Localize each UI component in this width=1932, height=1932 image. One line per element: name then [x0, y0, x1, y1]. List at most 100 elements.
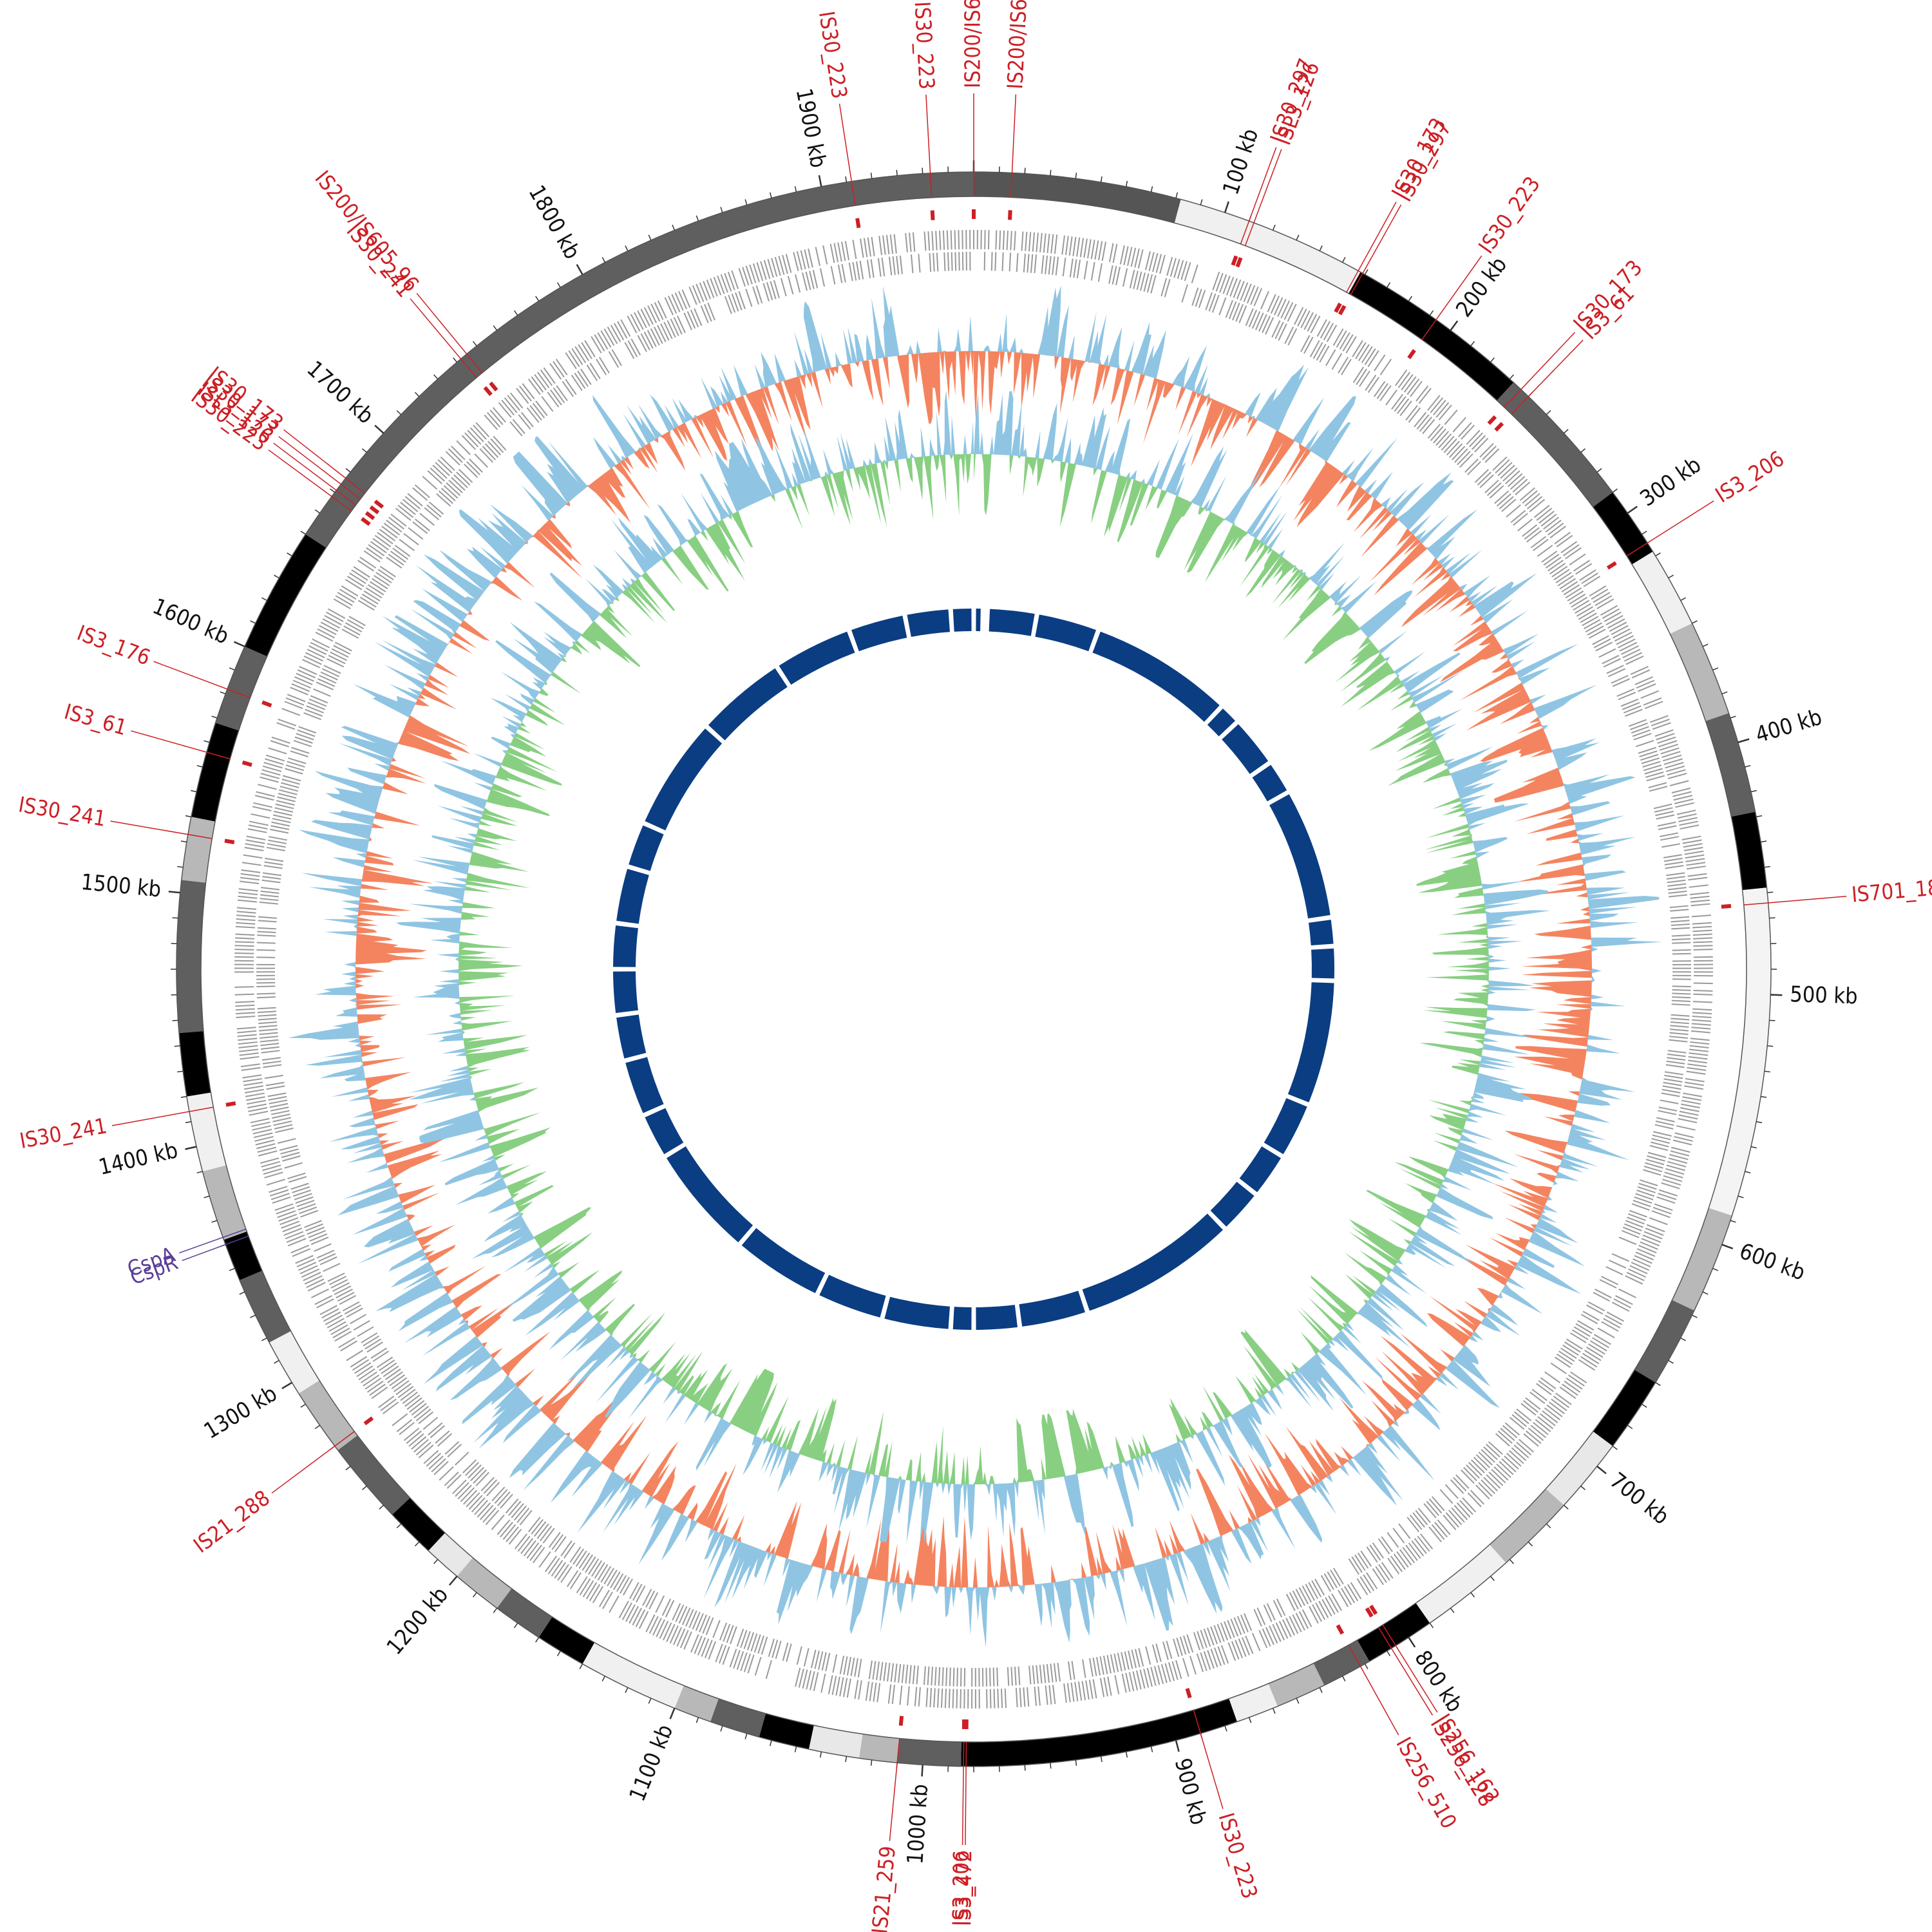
blast-block	[884, 1296, 950, 1329]
cds-forward	[1629, 1265, 1648, 1274]
cds-forward	[243, 1077, 263, 1083]
cds-reverse	[1649, 786, 1668, 792]
minor-tick	[1764, 1070, 1770, 1073]
cds-forward	[1374, 354, 1386, 372]
cds-forward	[1595, 595, 1613, 607]
cds-forward	[1366, 1572, 1378, 1589]
cds-reverse	[436, 493, 451, 507]
cds-forward	[1269, 1625, 1278, 1644]
cds-forward	[566, 1570, 579, 1587]
cds-reverse	[1530, 1391, 1546, 1405]
cds-reverse	[802, 272, 808, 291]
cds-forward	[815, 247, 820, 267]
cds-forward	[337, 592, 355, 603]
cds-forward	[369, 1383, 386, 1396]
cds-reverse	[672, 1603, 681, 1621]
cds-reverse	[1160, 278, 1168, 297]
cds-reverse	[1566, 1338, 1583, 1350]
is-element-marker	[224, 838, 235, 844]
cds-reverse	[329, 1276, 346, 1285]
blast-block	[741, 1227, 826, 1293]
cds-reverse	[1193, 1632, 1200, 1651]
cds-forward	[234, 945, 254, 947]
cds-reverse	[1090, 261, 1095, 281]
cds-reverse	[257, 1007, 276, 1010]
cds-reverse	[270, 828, 289, 834]
cds-reverse	[270, 1106, 289, 1112]
is-element-label-leader	[1350, 204, 1402, 295]
minor-tick	[1224, 1725, 1227, 1732]
cds-forward	[380, 1398, 397, 1412]
cds-forward	[473, 424, 487, 440]
cds-forward	[632, 1607, 643, 1625]
cds-forward	[1692, 1016, 1712, 1019]
cds-reverse	[531, 1519, 544, 1535]
cds-reverse	[541, 396, 554, 412]
cds-forward	[1670, 1150, 1690, 1157]
cds-forward	[1166, 256, 1173, 276]
cds-reverse	[830, 266, 836, 285]
cds-reverse	[1522, 1400, 1539, 1413]
cds-forward	[1666, 1164, 1685, 1171]
cds-forward	[1312, 1604, 1322, 1622]
cds-forward	[1526, 1430, 1542, 1444]
cds-forward	[1401, 374, 1414, 391]
cds-forward	[1533, 504, 1550, 518]
minor-tick	[274, 574, 279, 579]
cds-forward	[427, 470, 442, 484]
contig-segment	[1731, 811, 1767, 891]
cds-forward	[238, 891, 258, 896]
cds-forward	[1593, 1334, 1611, 1345]
cds-forward	[1459, 1500, 1473, 1515]
blast-block	[1311, 948, 1334, 979]
is-element-label-leader	[131, 730, 231, 760]
cds-forward	[358, 1368, 375, 1381]
blast-ring-track	[613, 609, 1334, 1330]
cds-forward	[763, 260, 771, 279]
cds-forward	[276, 722, 296, 730]
cds-forward	[1686, 866, 1706, 870]
cds-forward	[1686, 862, 1706, 866]
contig-segment	[179, 1031, 211, 1097]
cds-forward	[1039, 232, 1043, 252]
cds-forward	[674, 292, 684, 311]
cds-forward	[1617, 638, 1636, 649]
cds-forward	[1690, 1030, 1710, 1034]
cds-reverse	[1408, 407, 1421, 423]
cds-forward	[502, 1524, 516, 1540]
cds-reverse	[1496, 493, 1511, 507]
is-element-label: IS701_181	[1851, 874, 1932, 907]
cds-reverse	[314, 1243, 332, 1252]
cds-forward	[1010, 231, 1012, 251]
cds-reverse	[533, 1521, 547, 1537]
cds-reverse	[306, 705, 325, 714]
cds-reverse	[1416, 414, 1430, 430]
cds-reverse	[1667, 887, 1687, 891]
cds-reverse	[310, 1236, 329, 1245]
cds-forward	[1631, 669, 1651, 679]
cds-forward	[1609, 621, 1627, 632]
cds-forward	[876, 1683, 881, 1703]
cds-reverse	[491, 1486, 506, 1502]
cds-forward	[255, 1139, 275, 1146]
minor-tick	[1100, 1756, 1103, 1763]
contig-segment	[215, 646, 267, 731]
cds-forward	[1328, 1595, 1339, 1613]
cds-forward	[240, 1063, 260, 1068]
cds-forward	[743, 1653, 752, 1672]
cds-reverse	[573, 1548, 585, 1565]
cds-reverse	[298, 1203, 316, 1211]
major-tick	[1450, 320, 1459, 331]
cds-forward	[1691, 914, 1712, 918]
cds-reverse	[374, 574, 390, 587]
cds-forward	[411, 1436, 427, 1450]
minor-tick	[453, 357, 458, 363]
cds-reverse	[426, 504, 442, 518]
cds-forward	[1641, 1238, 1660, 1247]
cds-reverse	[1433, 428, 1446, 444]
cds-reverse	[1071, 1661, 1075, 1680]
cds-forward	[397, 504, 414, 518]
cds-forward	[1688, 1056, 1708, 1060]
cds-reverse	[877, 258, 882, 277]
cds-reverse	[1235, 304, 1244, 322]
